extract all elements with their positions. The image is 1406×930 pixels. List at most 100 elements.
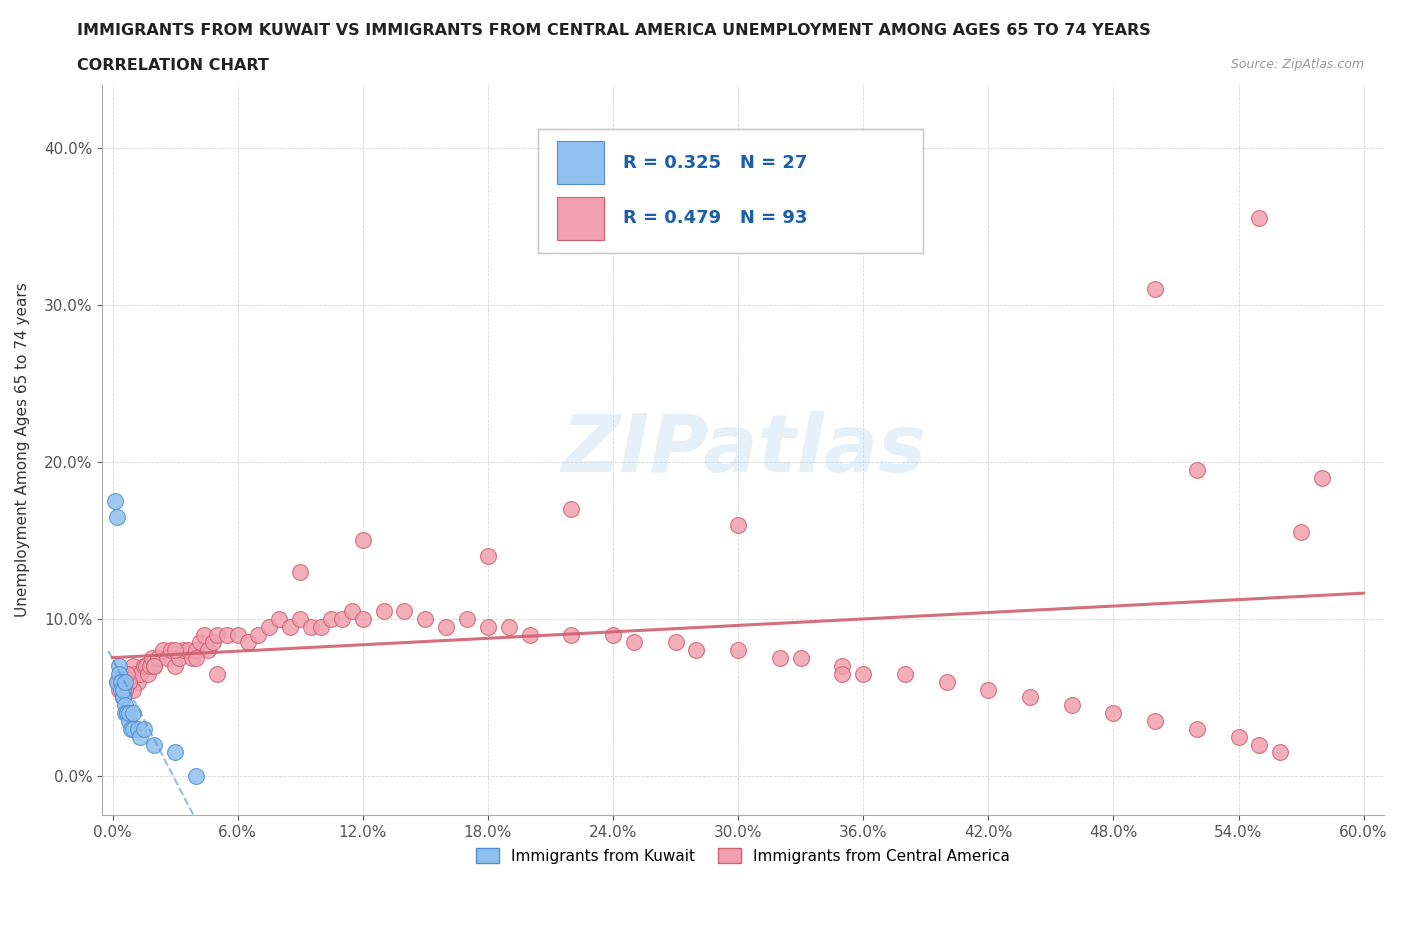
Y-axis label: Unemployment Among Ages 65 to 74 years: Unemployment Among Ages 65 to 74 years [15, 283, 30, 618]
Point [124, 667, 146, 682]
Point [205, 667, 228, 682]
Point [519, 627, 541, 642]
Point [105, 674, 128, 689]
Point [1310, 470, 1333, 485]
Point [342, 604, 364, 618]
Point [602, 627, 624, 642]
Point [1227, 729, 1250, 744]
Point [217, 627, 239, 642]
Point [413, 611, 436, 626]
Point [299, 619, 322, 634]
Point [139, 658, 162, 673]
Point [727, 517, 749, 532]
Point [330, 611, 353, 626]
Point [831, 667, 853, 682]
Point [1289, 525, 1312, 540]
Point [205, 627, 228, 642]
Point [269, 611, 291, 626]
Point [115, 667, 138, 682]
Point [623, 635, 645, 650]
Point [143, 658, 166, 673]
Point [685, 643, 707, 658]
Point [120, 722, 142, 737]
Point [132, 658, 155, 673]
Point [165, 658, 187, 673]
Point [498, 619, 520, 634]
Point [477, 549, 499, 564]
Point [114, 682, 136, 697]
Point [1185, 462, 1208, 477]
Point [434, 619, 457, 634]
Point [104, 494, 127, 509]
Point [1144, 282, 1167, 297]
Point [128, 729, 150, 744]
Point [136, 667, 159, 682]
Point [135, 658, 157, 673]
Point [1102, 706, 1125, 721]
Point [110, 674, 132, 689]
Point [110, 682, 132, 697]
Point [118, 674, 141, 689]
Text: ZIPatlas: ZIPatlas [561, 411, 925, 489]
Point [560, 627, 582, 642]
Point [247, 627, 270, 642]
Point [141, 651, 163, 666]
Point [257, 619, 280, 634]
Point [197, 643, 219, 658]
Point [1249, 737, 1271, 752]
Point [1185, 722, 1208, 737]
Text: IMMIGRANTS FROM KUWAIT VS IMMIGRANTS FROM CENTRAL AMERICA UNEMPLOYMENT AMONG AGE: IMMIGRANTS FROM KUWAIT VS IMMIGRANTS FRO… [77, 23, 1152, 38]
Point [373, 604, 395, 618]
Text: CORRELATION CHART: CORRELATION CHART [77, 58, 269, 73]
Point [352, 611, 374, 626]
Point [1270, 745, 1292, 760]
Point [122, 658, 145, 673]
Point [118, 713, 141, 728]
Point [114, 706, 136, 721]
Point [831, 658, 853, 673]
Point [127, 674, 149, 689]
Point [115, 706, 138, 721]
Point [105, 510, 128, 525]
Point [110, 674, 132, 689]
Point [184, 651, 207, 666]
Point [105, 674, 128, 689]
Point [111, 690, 134, 705]
Point [176, 643, 198, 658]
Point [111, 690, 134, 705]
Point [107, 667, 129, 682]
Point [114, 698, 136, 712]
Point [935, 674, 957, 689]
Point [290, 611, 312, 626]
Point [1060, 698, 1083, 712]
Point [456, 611, 478, 626]
Point [128, 667, 150, 682]
Point [160, 643, 183, 658]
Point [165, 745, 187, 760]
Point [977, 682, 1000, 697]
Point [894, 667, 917, 682]
Point [309, 619, 332, 634]
Point [184, 643, 207, 658]
Point [115, 674, 138, 689]
Point [165, 643, 187, 658]
Point [1249, 211, 1271, 226]
Point [110, 674, 132, 689]
Point [152, 643, 174, 658]
Point [122, 706, 145, 721]
Point [122, 722, 145, 737]
Point [148, 651, 170, 666]
Point [115, 706, 138, 721]
Point [172, 643, 194, 658]
Point [122, 682, 145, 697]
Point [664, 635, 686, 650]
Point [111, 682, 134, 697]
Point [394, 604, 416, 618]
Point [143, 737, 166, 752]
Point [769, 651, 792, 666]
Point [727, 643, 749, 658]
Point [111, 690, 134, 705]
Point [107, 682, 129, 697]
Point [278, 619, 301, 634]
Point [236, 635, 259, 650]
